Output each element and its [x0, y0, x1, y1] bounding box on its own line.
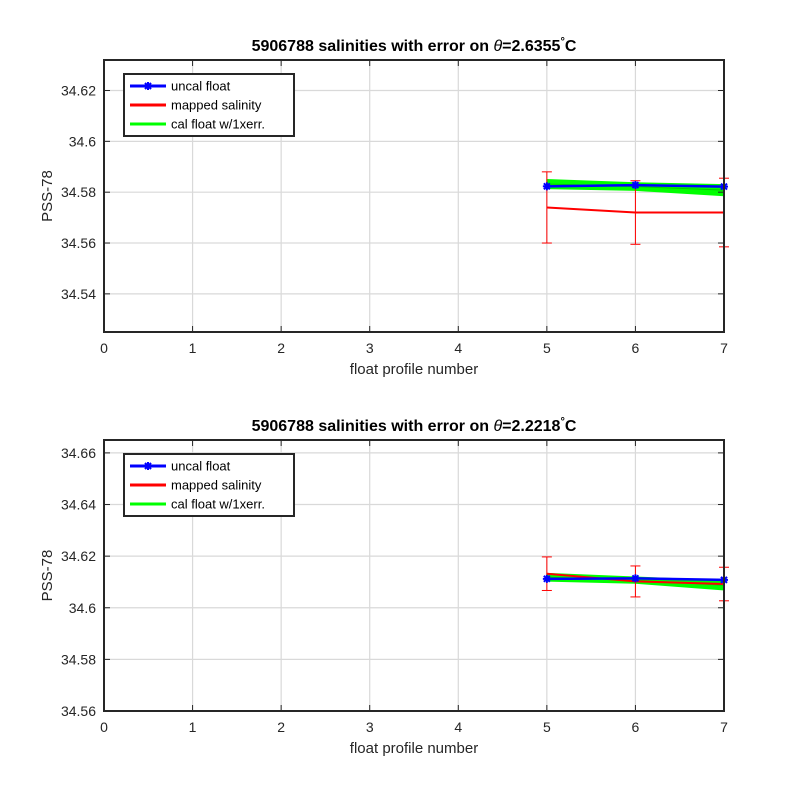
plot-panel-2: 0 1 2 3 4 5 6 7 34.56 34.58 34.6 34.62 34.64 34.66 flo… [39, 416, 729, 757]
title-theta-symbol: θ [493, 418, 502, 435]
y-tick-label: 34.62 [61, 548, 96, 564]
y-tick-label: 34.56 [61, 235, 96, 251]
x-axis-label: float profile number [350, 740, 478, 757]
uncal-float-marker [631, 574, 640, 583]
y-tick-label: 34.58 [61, 184, 96, 200]
x-tick-label: 6 [632, 719, 640, 735]
chart-title: 5906788 salinities with error on θ=2.635… [252, 36, 577, 55]
x-tick-label: 0 [100, 719, 108, 735]
x-tick-label: 3 [366, 719, 374, 735]
y-tick-label: 34.62 [61, 83, 96, 99]
x-tick-label: 5 [543, 340, 551, 356]
x-tick-label: 0 [100, 340, 108, 356]
title-prefix: 5906788 salinities with error on [252, 418, 494, 435]
x-tick-label: 5 [543, 719, 551, 735]
uncal-float-marker [542, 574, 551, 583]
legend-label-3: cal float w/1xerr. [171, 117, 265, 132]
marker-stroke [543, 182, 551, 191]
y-tick-label: 34.54 [61, 286, 96, 302]
legend-label-2: mapped salinity [171, 478, 262, 493]
uncal-float-marker [631, 181, 640, 190]
axes-box [103, 439, 725, 712]
x-tick-label: 3 [366, 340, 374, 356]
title-degree: ° [560, 36, 564, 48]
uncal-float-marker [542, 182, 551, 191]
title-unit: C [565, 418, 577, 435]
marker-stroke [631, 574, 640, 583]
legend-label-1: uncal float [171, 459, 231, 474]
y-tick-label: 34.6 [69, 133, 96, 149]
legend-marker [144, 462, 152, 470]
axes-box [103, 59, 725, 333]
title-value: =2.2218 [502, 418, 560, 435]
x-tick-label: 4 [454, 719, 462, 735]
marker-stroke [631, 181, 640, 189]
y-axis-label: PSS-78 [39, 550, 56, 602]
x-tick-label: 1 [189, 340, 197, 356]
x-tick-label: 2 [277, 719, 285, 735]
y-axis-label: PSS-78 [39, 170, 56, 222]
y-tick-label: 34.64 [61, 497, 96, 513]
title-theta-symbol: θ [493, 38, 502, 55]
x-tick-label: 6 [632, 340, 640, 356]
title-prefix: 5906788 salinities with error on [252, 38, 494, 55]
title-value: =2.6355 [502, 38, 560, 55]
y-tick-label: 34.56 [61, 703, 96, 719]
marker-stroke [543, 575, 551, 583]
x-tick-label: 1 [189, 719, 197, 735]
legend-label-1: uncal float [171, 79, 231, 94]
legend-marker [144, 82, 152, 90]
x-tick-label: 7 [720, 340, 728, 356]
y-tick-label: 34.6 [69, 600, 96, 616]
chart-title: 5906788 salinities with error on θ=2.221… [252, 416, 577, 435]
x-axis-label: float profile number [350, 361, 478, 378]
title-unit: C [565, 38, 577, 55]
legend-label-2: mapped salinity [171, 98, 262, 113]
legend: uncal float mapped salinity cal float w/1x… [123, 73, 295, 137]
x-tick-label: 4 [454, 340, 462, 356]
y-tick-label: 34.66 [61, 445, 96, 461]
legend-label-3: cal float w/1xerr. [171, 497, 265, 512]
legend: uncal float mapped salinity cal float w/1x… [123, 453, 295, 517]
y-tick-label: 34.58 [61, 651, 96, 667]
x-tick-label: 7 [720, 719, 728, 735]
plot-panel-1: 0 1 2 3 4 5 6 7 34.54 34.56 34.58 34.6 34.62 float pr… [39, 36, 729, 378]
title-degree: ° [560, 416, 564, 428]
x-tick-label: 2 [277, 340, 285, 356]
